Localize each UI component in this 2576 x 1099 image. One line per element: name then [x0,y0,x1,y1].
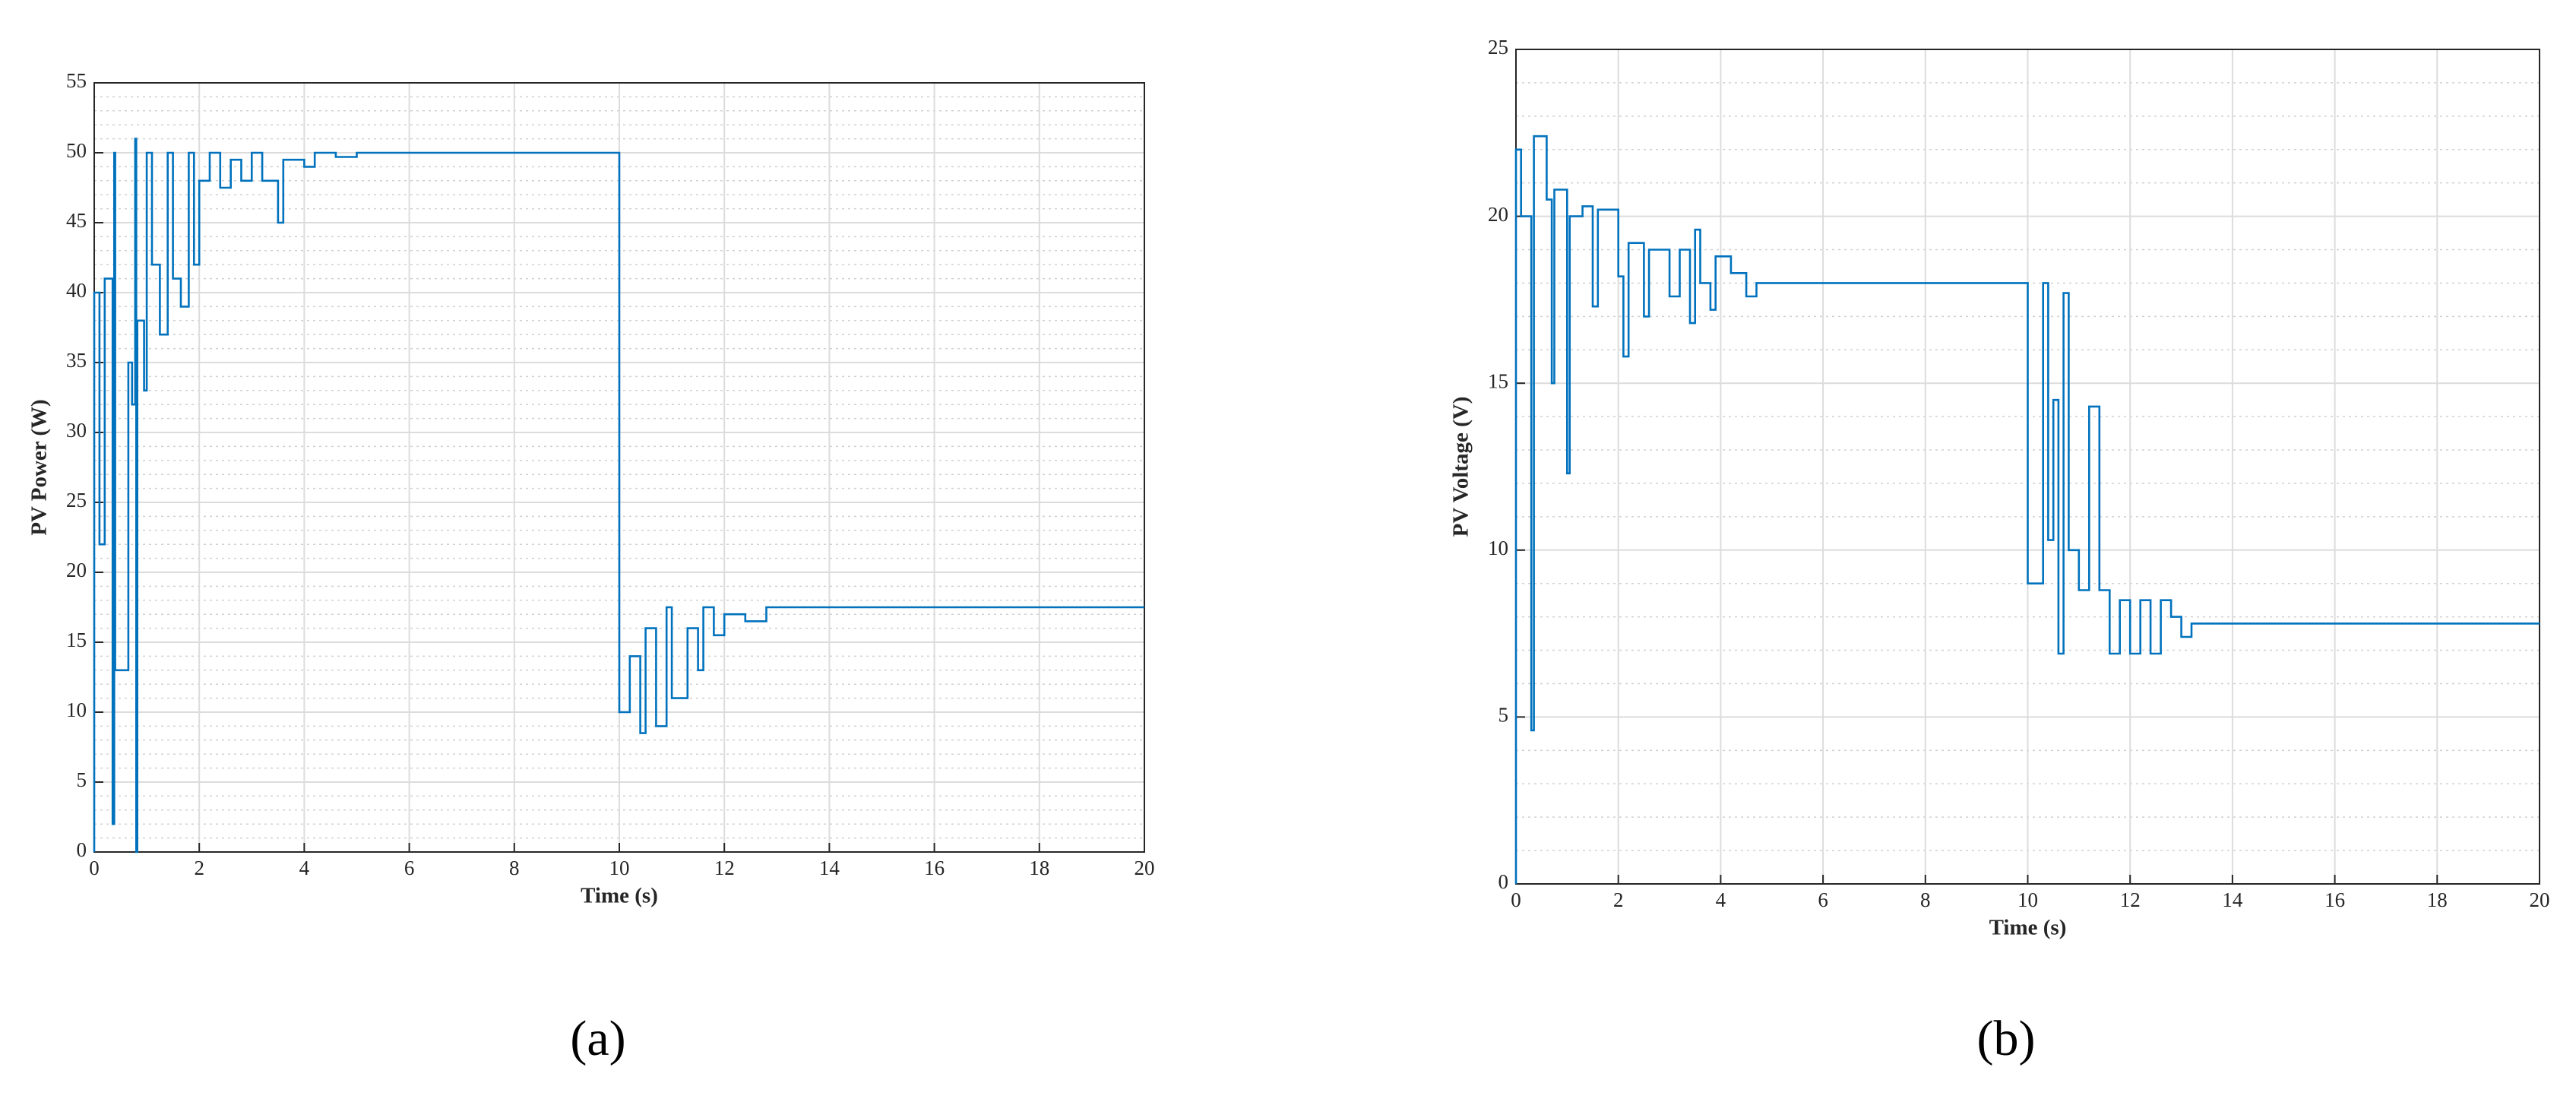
x-tick-label: 8 [1920,888,1931,911]
x-tick-label: 14 [2222,888,2243,911]
data-line [93,138,1144,854]
y-tick-label: 10 [1488,537,1508,559]
x-tick-label: 0 [1511,888,1521,911]
x-tick-label: 10 [2017,888,2038,911]
y-tick-label: 25 [66,489,87,511]
y-tick-label: 25 [1488,36,1508,59]
y-tick-label: 40 [66,279,87,302]
y-tick-label: 45 [66,209,87,232]
y-tick-label: 5 [77,768,87,791]
y-axis-label: PV Voltage (V) [1449,397,1473,537]
caption: (b) [1977,1011,2036,1066]
x-tick-label: 20 [2530,888,2550,911]
y-tick-label: 20 [66,559,87,581]
x-tick-label: 4 [299,857,310,879]
x-tick-label: 14 [819,857,840,879]
x-tick-label: 6 [1818,888,1828,911]
y-tick-label: 30 [66,419,87,442]
y-tick-label: 15 [1488,369,1508,392]
y-tick-label: 0 [1498,870,1509,893]
x-tick-label: 6 [404,857,415,879]
x-axis-label: Time (s) [581,884,658,908]
x-tick-label: 16 [2324,888,2345,911]
caption: (a) [570,1011,625,1066]
y-tick-label: 15 [66,629,87,651]
y-axis-label: PV Power (W) [27,399,52,535]
y-tick-label: 35 [66,349,87,372]
x-axis-label: Time (s) [1989,916,2067,940]
y-tick-label: 20 [1488,203,1508,226]
x-tick-label: 12 [2120,888,2141,911]
x-tick-label: 4 [1716,888,1726,911]
x-tick-label: 2 [1613,888,1624,911]
x-tick-label: 18 [2427,888,2448,911]
x-tick-label: 16 [924,857,945,879]
x-tick-label: 8 [509,857,520,879]
x-tick-label: 20 [1135,857,1155,879]
y-tick-label: 0 [77,838,87,861]
x-tick-label: 12 [714,857,735,879]
y-tick-label: 10 [66,698,87,721]
x-tick-label: 10 [609,857,630,879]
x-tick-label: 18 [1029,857,1049,879]
y-tick-label: 5 [1498,704,1509,727]
y-tick-label: 50 [66,139,87,162]
data-line [1514,135,2540,884]
x-tick-label: 2 [194,857,204,879]
y-tick-label: 55 [66,69,87,92]
x-tick-label: 0 [89,857,100,879]
